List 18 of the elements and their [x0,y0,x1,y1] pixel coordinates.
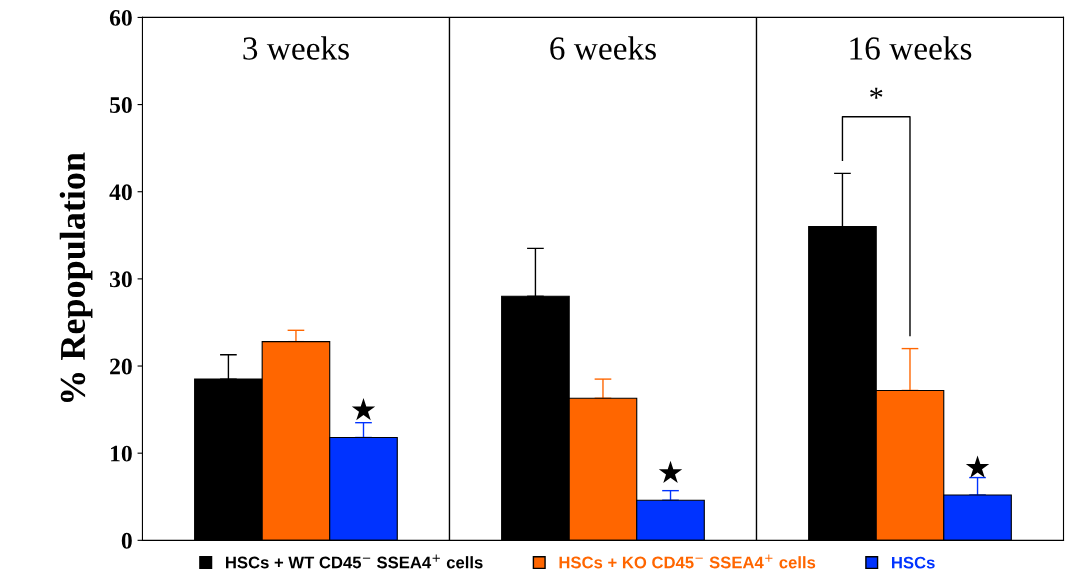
x-tick-label: 3 weeks [243,36,349,60]
y-tick-label: 40 [109,184,132,201]
legend-label: HSCs + KO CD45$^{−}$ SSEA4$^{+}$ cells [559,554,816,569]
y-tick-label: 10 [111,445,132,462]
legend-label: HSCs + WT CD45$^{−}$ SSEA4$^{+}$ cells [226,554,483,569]
annotation: * [870,87,883,99]
y-tick-label: 20 [110,358,132,375]
y-tick-label: 50 [110,97,132,113]
y-axis-title: % Repopulation [59,152,93,403]
data-label: ★ [965,455,990,478]
x-tick-label: 16 weeks [850,36,972,60]
y-tick-label: 30 [110,271,132,288]
legend-label: HSCs [892,556,935,569]
x-tick-label: 6 weeks [550,36,656,60]
y-tick-label: 0 [121,532,132,549]
data-label: ★ [658,460,683,483]
y-tick-label: 60 [109,9,132,26]
data-label: ★ [351,397,376,421]
